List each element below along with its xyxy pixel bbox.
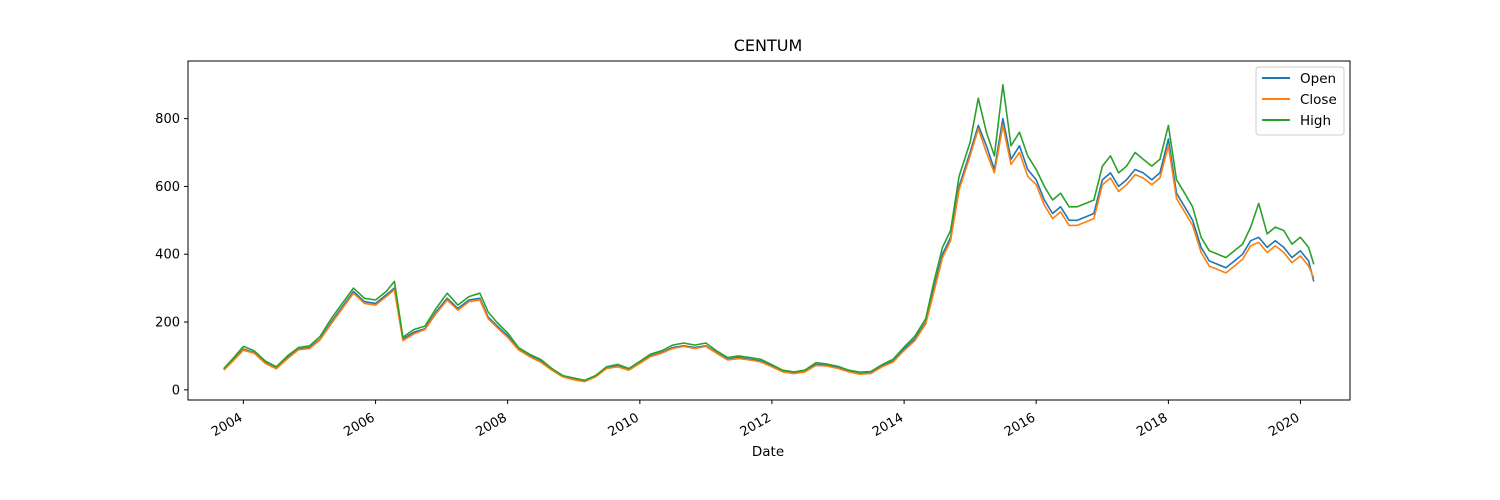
x-tick-label: 2006 [341,410,377,440]
x-tick-label: 2018 [1134,410,1170,440]
y-tick-label: 200 [155,316,180,331]
y-tick-label: 600 [155,180,180,195]
x-tick-label: 2014 [870,410,906,440]
y-tick-label: 800 [155,112,180,127]
series-line-high [223,83,1315,382]
legend-box [1255,66,1345,136]
x-tick-label: 2004 [209,410,245,440]
legend-label-high: High [1300,113,1331,129]
series-layer [223,83,1315,383]
x-axis: 2004 2006 2008 2010 2012 2014 2016 2018 2020 [209,400,1302,440]
x-tick-label: 2020 [1266,410,1302,440]
y-tick-label: 0 [172,383,180,398]
plot-frame [187,60,1351,401]
chart-title: CENTUM [734,36,803,55]
x-tick-label: 2008 [473,410,509,440]
y-axis: 0 200 400 600 800 [155,112,188,398]
x-axis-label: Date [752,444,784,460]
legend: Open Close High [1255,66,1345,136]
legend-label-close: Close [1300,92,1337,108]
y-tick-label: 400 [155,248,180,263]
series-line-close [223,124,1315,383]
legend-label-open: Open [1300,71,1336,87]
x-tick-label: 2016 [1002,410,1038,440]
x-tick-label: 2010 [606,410,642,440]
series-line-open [223,117,1315,383]
x-tick-label: 2012 [738,410,774,440]
